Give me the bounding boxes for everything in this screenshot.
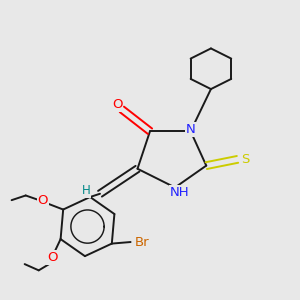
Text: S: S: [241, 153, 250, 166]
Text: O: O: [112, 98, 122, 111]
Text: O: O: [47, 251, 58, 264]
Text: Br: Br: [135, 236, 149, 248]
Text: N: N: [186, 123, 196, 136]
Text: O: O: [38, 194, 48, 207]
Text: NH: NH: [170, 186, 190, 199]
Text: H: H: [82, 184, 90, 197]
